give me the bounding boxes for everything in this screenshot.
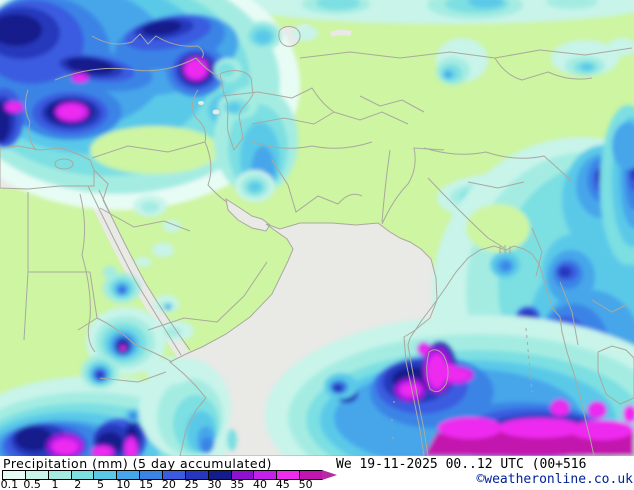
legend-color-step (300, 471, 323, 479)
legend-scale-label: 20 (161, 478, 176, 490)
legend-color-step (71, 471, 95, 479)
legend-color-step (117, 471, 141, 479)
legend-scale-label: 10 (116, 478, 131, 490)
country-borders (0, 26, 634, 456)
legend-color-step (140, 471, 164, 479)
legend-color-step (231, 471, 255, 479)
legend-color-step (163, 471, 186, 479)
copyright-link[interactable]: ©weatheronline.co.uk (476, 472, 633, 487)
legend-color-step (94, 471, 118, 479)
legend-scale-label: 30 (207, 478, 222, 490)
legend-color-step (277, 471, 301, 479)
legend-scale-label: 25 (184, 478, 199, 490)
legend-scale-label: 40 (253, 478, 268, 490)
legend-scale-label: 5 (97, 478, 105, 490)
legend-color-step (48, 471, 72, 479)
legend-scale-arrow (322, 470, 337, 480)
forecast-datetime: We 19-11-2025 00..12 UTC (00+516 (336, 457, 587, 472)
legend-title: Precipitation (mm) (5 day accumulated) (3, 456, 272, 471)
legend-scale-labels: 0.1 0.5 1 2 5 10 15 20 25 30 35 40 45 50 (0, 478, 340, 490)
legend-bar: Precipitation (mm) (5 day accumulated) 0… (0, 456, 634, 490)
legend-color-step (185, 471, 209, 479)
legend-scale-label: 1 (51, 478, 59, 490)
legend-color-step (254, 471, 278, 479)
precipitation-layer (0, 0, 634, 456)
legend-scale-label: 35 (230, 478, 245, 490)
legend-color-step (208, 471, 232, 479)
map-area (0, 0, 634, 456)
legend-color-step (25, 471, 49, 479)
legend-scale-label: 50 (298, 478, 313, 490)
legend-scale-label: 0.1 (0, 478, 19, 490)
legend-color-step (3, 471, 26, 479)
legend-scale-label: 15 (139, 478, 154, 490)
legend-scale-bar (2, 470, 323, 480)
legend-scale-label: 0.5 (23, 478, 41, 490)
legend-scale-label: 2 (74, 478, 82, 490)
precipitation-map (0, 0, 634, 456)
legend-scale-label: 45 (275, 478, 290, 490)
